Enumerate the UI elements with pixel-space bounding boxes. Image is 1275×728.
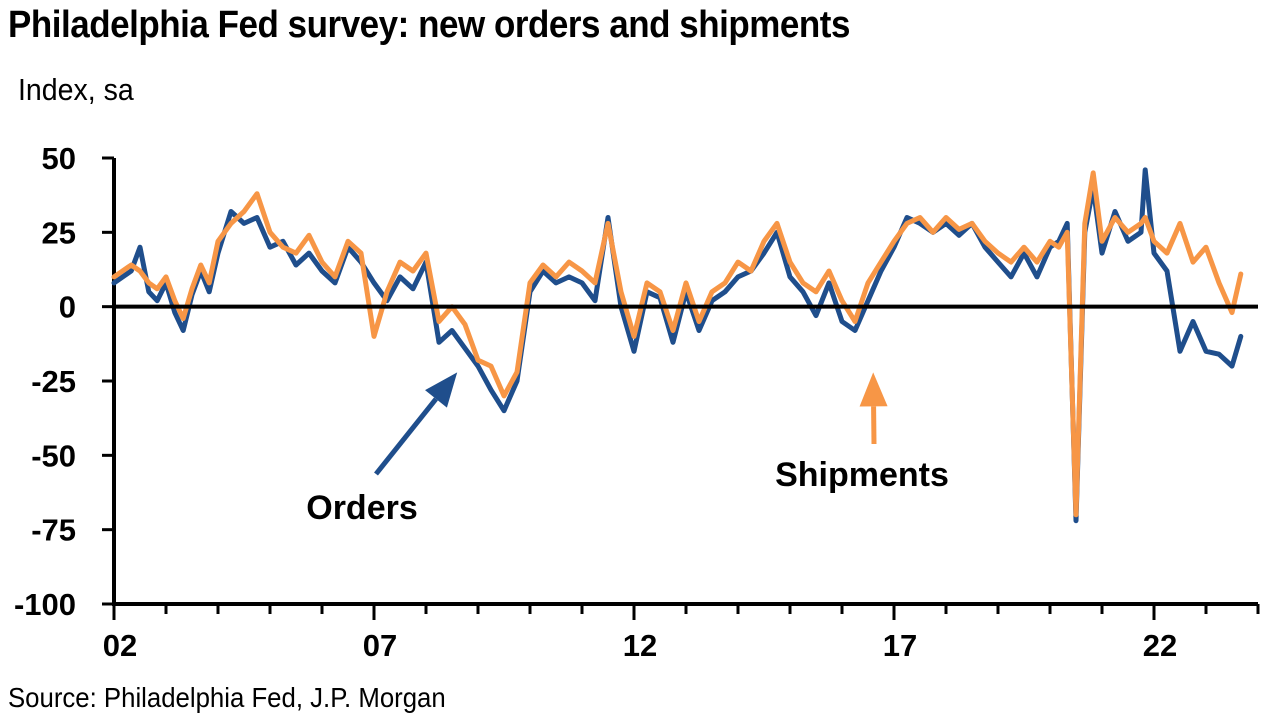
y-tick-label: -50 — [31, 438, 76, 473]
shipments-annotation-label: Shipments — [775, 456, 949, 494]
y-tick-label: 0 — [59, 290, 76, 325]
orders-annotation-label: Orders — [306, 489, 418, 527]
chart-title: Philadelphia Fed survey: new orders and … — [8, 4, 850, 46]
x-tick-label: 12 — [623, 628, 657, 663]
shipments-series-line — [111, 170, 1244, 518]
orders-arrow-shaft — [374, 397, 438, 476]
shipments-arrow-head — [859, 372, 888, 407]
source-note: Source: Philadelphia Fed, J.P. Morgan — [8, 682, 446, 713]
orders-arrow-head — [425, 372, 458, 408]
y-axis-unit-label: Index, sa — [18, 72, 134, 107]
y-tick-label: -75 — [31, 513, 76, 548]
x-tick-label: 22 — [1143, 628, 1177, 663]
y-tick-label: -25 — [31, 364, 76, 399]
y-tick-label: -100 — [14, 587, 76, 622]
x-tick-label: 02 — [103, 628, 137, 663]
annotation-layer: Orders Shipments — [306, 372, 949, 527]
series-layer — [111, 167, 1244, 524]
y-tick-label: 50 — [42, 141, 76, 176]
x-tick-label: 17 — [883, 628, 917, 663]
y-tick-label: 25 — [42, 215, 76, 250]
x-tick-label: 07 — [363, 628, 397, 663]
axes: 50 25 0 -25 -50 -75 -100 02 07 12 17 22 — [14, 141, 1260, 663]
